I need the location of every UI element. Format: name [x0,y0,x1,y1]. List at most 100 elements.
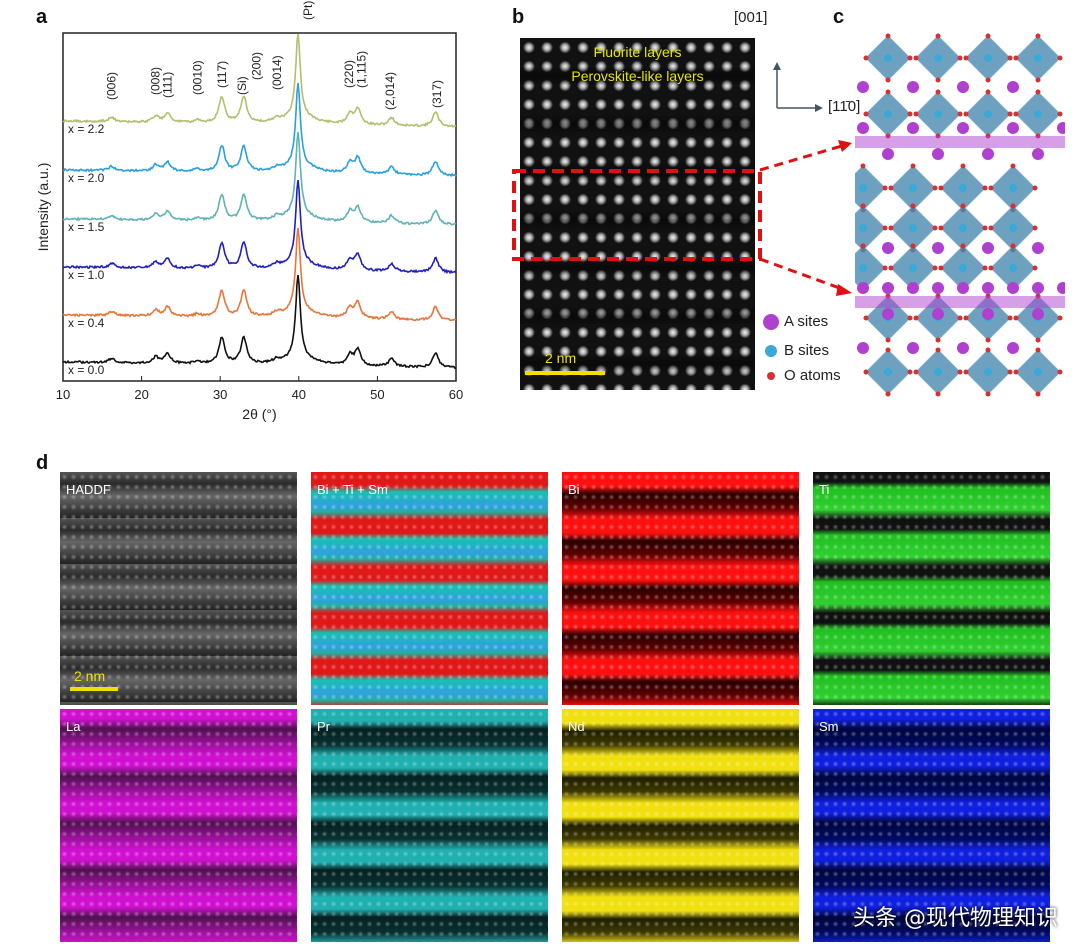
o-atom [863,315,869,321]
arrow-bottom-head [836,284,852,296]
panel-label-b: b [512,6,525,28]
o-atom [888,185,894,191]
o-atom [907,315,913,321]
o-atom [1035,337,1041,343]
a-site [1032,242,1044,254]
o-atom [1032,225,1038,231]
o-atom [1032,265,1038,271]
o-atom [985,347,991,353]
o-atom [935,89,941,95]
b-site [1034,110,1042,118]
o-atom [882,225,888,231]
o-atom [885,33,891,39]
o-atom [885,391,891,397]
x-tick-label: 20 [134,387,148,402]
o-atom [957,315,963,321]
peak-label: (111) [161,72,175,98]
b-site [1034,368,1042,376]
peak-label: (Si) [235,76,249,95]
b-site [959,184,967,192]
o-atom [938,185,944,191]
o-atom [985,337,991,343]
peak-label: (2,014) [383,72,397,110]
o-atom [907,369,913,375]
x-tick-label: 60 [449,387,463,402]
b-site [884,368,892,376]
map-label: HADDF [66,482,111,497]
atom-texture [562,709,799,942]
o-atom [913,111,919,117]
map-label: Ti [819,482,830,497]
o-atom [888,265,894,271]
o-atom [860,203,866,209]
o-atom [910,243,916,249]
atom-texture [311,709,548,942]
b-site [1009,264,1017,272]
o-atom [860,163,866,169]
map-label: La [66,719,81,734]
b-site-icon [765,345,777,357]
o-atom [982,265,988,271]
peak-label: (117) [215,61,229,88]
o-atom [935,33,941,39]
a-site [957,81,969,93]
o-atom [988,185,994,191]
peak-label: (317) [430,80,444,108]
a-site [857,342,869,354]
dir-110: [11̄0] [828,98,861,115]
x-tick-label: 10 [56,387,70,402]
peak-label: (008) [149,67,163,95]
series-line [62,83,457,178]
b-site [934,368,942,376]
o-atom [938,225,944,231]
o-atom [1010,163,1016,169]
series-line [62,228,457,322]
o-atom [907,55,913,61]
o-atom [1007,111,1013,117]
a-site [932,242,944,254]
a-site [1007,282,1019,294]
o-atom [913,369,919,375]
a-site [957,282,969,294]
fluorite-label: Fluorite layers [593,44,682,60]
series-line [62,275,457,370]
map-label: Nd [568,719,585,734]
map-label: Pr [317,719,330,734]
arrow-bottom [759,257,846,292]
o-atom [1007,315,1013,321]
atom-texture [60,709,297,942]
stem-image: Fluorite layers Perovskite-like layers 2… [520,38,755,390]
o-atom [860,243,866,249]
fluorite-layer [855,136,1065,148]
legend-o-atoms: O atoms [784,367,841,384]
o-atom [1013,315,1019,321]
o-atom [985,33,991,39]
peak-label: (0014) [270,55,284,90]
a-site [982,282,994,294]
map-label: Sm [819,719,839,734]
a-site [957,342,969,354]
atom-texture [813,472,1050,705]
eds-map-la: La [60,709,297,942]
o-atom [1057,111,1063,117]
o-atom [882,265,888,271]
b-site [959,264,967,272]
o-atom [963,111,969,117]
b-site [934,110,942,118]
x-tick-label: 50 [370,387,384,402]
a-site [1032,148,1044,160]
a-site-icon [763,314,779,330]
eds-map-haddf: HADDF 2 nm [60,472,297,705]
series-label: x = 1.0 [68,268,105,282]
series-label: x = 2.2 [68,122,105,136]
o-atom [1057,369,1063,375]
o-atom [882,185,888,191]
b-site [884,54,892,62]
eds-map-ti: Ti [813,472,1050,705]
a-site [857,81,869,93]
b-site [909,184,917,192]
o-atom [863,111,869,117]
o-atom-icon [767,372,775,380]
a-site [1007,81,1019,93]
a-site [1032,308,1044,320]
